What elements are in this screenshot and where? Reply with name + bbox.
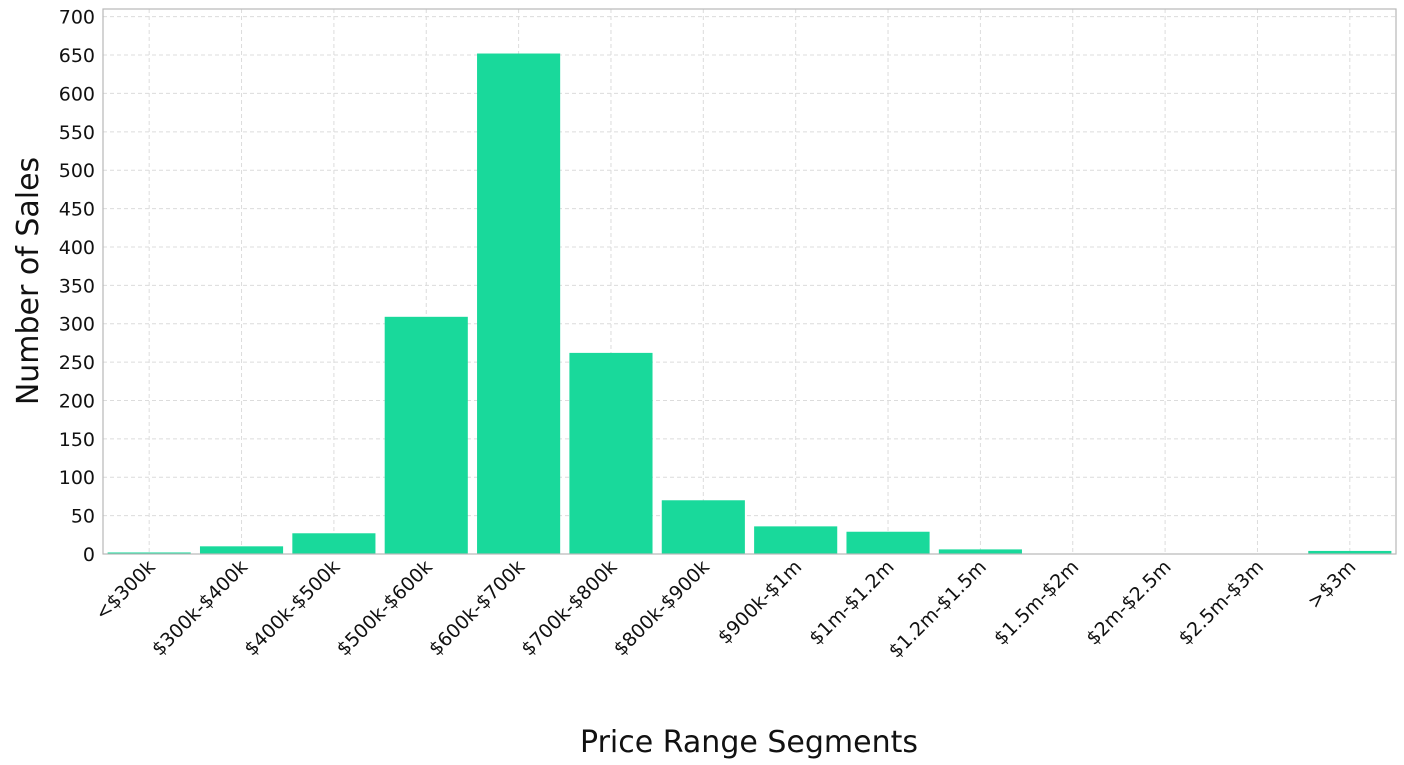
grid	[103, 9, 1396, 555]
bar	[754, 526, 838, 554]
y-tick-label: 300	[59, 314, 95, 336]
x-tick-label: $700k-$800k	[517, 556, 621, 660]
y-axis-title: Number of Sales	[11, 157, 46, 405]
x-tick-label: $400k-$500k	[240, 556, 344, 660]
bars	[107, 53, 1392, 555]
y-tick-label: 600	[59, 83, 95, 105]
x-axis-ticks: <$300k$300k-$400k$400k-$500k$500k-$600k$…	[91, 556, 1360, 662]
x-tick-label: $2m-$2.5m	[1082, 556, 1176, 650]
bar	[1308, 550, 1392, 554]
bar	[107, 552, 191, 554]
bar	[292, 533, 376, 554]
y-tick-label: 150	[59, 429, 95, 451]
y-tick-label: 650	[59, 45, 95, 67]
y-tick-label: 250	[59, 352, 95, 374]
y-tick-label: 550	[59, 122, 95, 144]
x-tick-label: >$3m	[1303, 556, 1360, 613]
y-tick-label: 500	[59, 160, 95, 182]
y-tick-label: 400	[59, 237, 95, 259]
bar	[661, 500, 745, 554]
x-tick-label: $600k-$700k	[425, 556, 529, 660]
bar	[938, 549, 1022, 554]
x-tick-label: $1m-$1.2m	[805, 556, 899, 650]
bar	[569, 352, 653, 554]
y-tick-label: 350	[59, 275, 95, 297]
y-tick-label: 50	[71, 506, 95, 528]
x-tick-label: $800k-$900k	[610, 556, 714, 660]
bar	[384, 316, 468, 554]
y-tick-label: 100	[59, 467, 95, 489]
x-tick-label: $2.5m-$3m	[1174, 556, 1268, 650]
bar	[199, 546, 284, 554]
x-tick-label: $300k-$400k	[148, 556, 252, 660]
x-tick-label: $500k-$600k	[332, 556, 436, 660]
x-tick-label: $1.2m-$1.5m	[885, 556, 991, 662]
y-axis-ticks: 0 50 100 150 200 250 300 350 400 450 500 550 600 650 7…	[59, 7, 95, 566]
x-tick-label: <$300k	[91, 556, 160, 625]
bar	[477, 53, 561, 555]
x-tick-label: $900k-$1m	[714, 556, 807, 649]
x-tick-label: $1.5m-$2m	[990, 556, 1084, 650]
y-tick-label: 450	[59, 199, 95, 221]
y-tick-label: 700	[59, 7, 95, 29]
bar	[846, 531, 930, 554]
y-tick-label: 0	[83, 544, 95, 566]
x-axis-title: Price Range Segments	[580, 725, 918, 760]
y-tick-label: 200	[59, 390, 95, 412]
plot-area-frame	[102, 8, 1397, 555]
